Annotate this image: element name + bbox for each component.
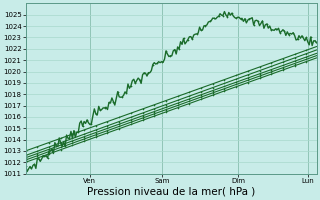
X-axis label: Pression niveau de la mer( hPa ): Pression niveau de la mer( hPa ): [87, 187, 255, 197]
